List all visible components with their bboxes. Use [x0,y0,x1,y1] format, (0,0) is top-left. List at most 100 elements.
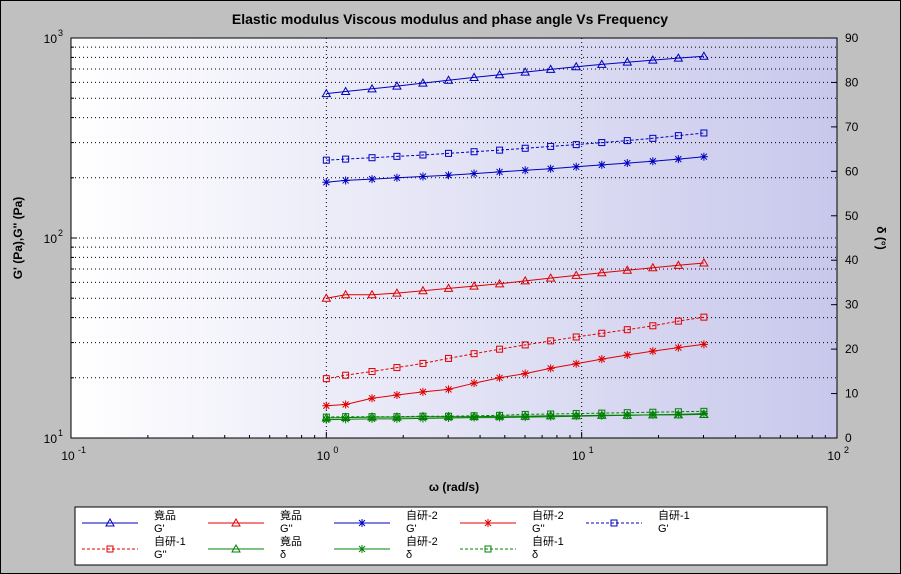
data-point [674,408,682,416]
data-point [673,53,684,62]
data-point [321,293,332,302]
data-point [368,394,377,403]
data-point [597,355,606,364]
data-point [598,329,606,337]
data-point [520,275,531,285]
data-point [673,260,684,269]
data-point [699,409,708,418]
series-line [326,316,704,380]
data-point [571,270,582,279]
legend-series-quantity: G' [154,523,165,535]
data-point [392,288,402,297]
data-point [598,409,606,417]
data-point [623,351,632,360]
data-point [342,155,350,163]
data-point [495,167,504,176]
data-point [419,359,427,367]
data-point [598,139,606,147]
data-point [445,354,453,362]
y-left-tick-label: 10 [44,32,58,46]
legend-series-quantity: G' [658,523,669,535]
data-point [496,146,504,154]
series-line [326,262,704,299]
series-line [326,410,704,418]
legend [74,506,828,566]
legend-series-quantity: δ [532,549,538,561]
data-point [623,326,631,334]
data-point [470,412,478,420]
data-point [623,137,631,145]
data-point [699,257,709,267]
legend-series-name: 竟品 [280,535,302,548]
data-point [322,401,331,410]
series-0 [321,51,709,98]
data-point [445,149,453,157]
legend-series-quantity: G' [406,523,417,535]
legend-series-name: 自研-2 [406,535,438,548]
data-point [674,155,683,164]
y-right-tick-label: 80 [845,75,859,89]
data-point [322,413,330,421]
data-point [469,281,479,290]
tick-labels: 10 -1 10 0 10 1 10 210 110 210 3010203040506070809… [44,28,859,463]
y-axis-left-label: G' (Pa),G'' (Pa) [11,197,25,280]
data-point [649,134,657,142]
data-point [699,152,708,161]
legend-marker [106,545,114,553]
data-point [572,359,581,368]
data-point [648,157,657,166]
data-point [321,88,332,98]
data-point [700,129,708,137]
data-point [444,414,453,422]
x-tick-label: 10 [827,449,841,463]
legend-series-name: 自研-1 [154,535,186,548]
legend-series-name: 自研-2 [532,509,564,522]
data-point [623,159,632,168]
data-point [622,265,633,274]
x-tick-label: 10 [572,449,586,463]
data-point [495,413,504,422]
data-point [368,154,376,162]
data-point [443,75,454,84]
data-point [521,341,529,349]
data-point [495,373,504,382]
legend-series-name: 竟品 [154,509,176,522]
series-line [326,413,704,421]
data-point [496,345,504,353]
grid [71,38,837,438]
y-left-tick-label: 10 [44,432,58,446]
data-point [547,410,555,418]
legend-series-name: 竟品 [280,509,302,522]
data-point [418,387,427,396]
data-point [418,172,427,181]
legend-marker [610,519,618,527]
data-point [322,156,330,164]
data-point [340,86,351,96]
data-point [444,385,453,394]
series-8 [322,407,708,421]
legend-series-quantity: δ [280,549,286,561]
data-point [521,369,530,378]
series-2 [322,152,708,187]
legend-marker [358,519,366,527]
x-axis-label: ω (rad/s) [429,480,479,494]
series-line [326,156,704,183]
chart-title: Elastic modulus Viscous modulus and phas… [232,11,668,27]
legend-entries: 竟品G'竟品G''自研-2G'自研-2G''自研-1G'自研-1G''竟品δ自研… [82,509,690,561]
x-tick-exponent: 1 [589,445,594,455]
legend-entry: 自研-1G'' [82,535,186,561]
data-point [392,414,401,423]
data-point [322,178,331,187]
data-point [545,64,556,73]
y-left-tick-exponent: 1 [58,428,63,438]
data-point [700,407,708,415]
y-right-tick-label: 40 [845,253,859,267]
data-point [494,278,505,288]
series-1 [321,257,709,302]
legend-series-name: 自研-1 [658,509,690,522]
legend-entry: 自研-1δ [460,535,564,561]
data-point [648,347,657,356]
y-left-tick-label: 10 [44,232,58,246]
legend-series-quantity: G'' [154,549,167,561]
